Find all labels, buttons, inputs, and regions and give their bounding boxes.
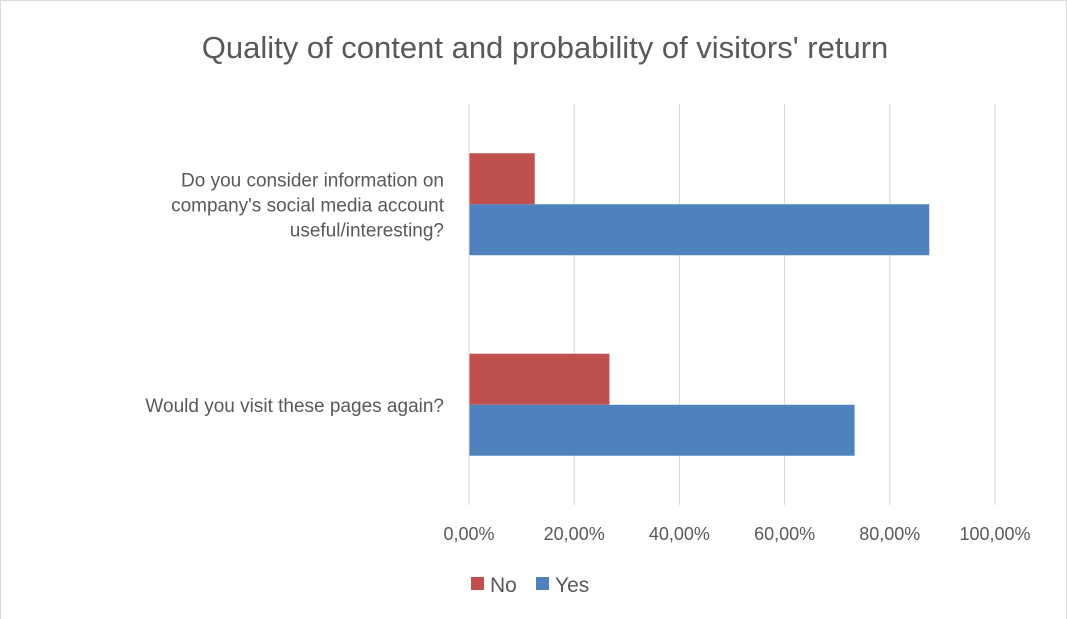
x-tick-label: 60,00% xyxy=(754,524,815,544)
bar-no xyxy=(469,353,610,405)
chart-title: Quality of content and probability of vi… xyxy=(201,30,889,65)
x-tick-label: 80,00% xyxy=(859,524,920,544)
x-tick-label: 40,00% xyxy=(649,524,710,544)
bar-yes xyxy=(469,404,855,456)
bar-yes xyxy=(469,204,930,256)
legend-label-yes: Yes xyxy=(555,574,589,597)
legend-label-no: No xyxy=(490,574,517,597)
category-label: Do you consider information on company's … xyxy=(171,170,445,241)
x-tick-label: 0,00% xyxy=(443,524,494,544)
x-tick-label: 20,00% xyxy=(544,524,605,544)
x-tick-label: 100,00% xyxy=(959,524,1030,544)
legend-swatch-yes xyxy=(536,577,549,590)
legend-swatch-no xyxy=(471,577,484,590)
bar-no xyxy=(469,153,535,205)
category-label: Would you visit these pages again? xyxy=(145,396,444,417)
